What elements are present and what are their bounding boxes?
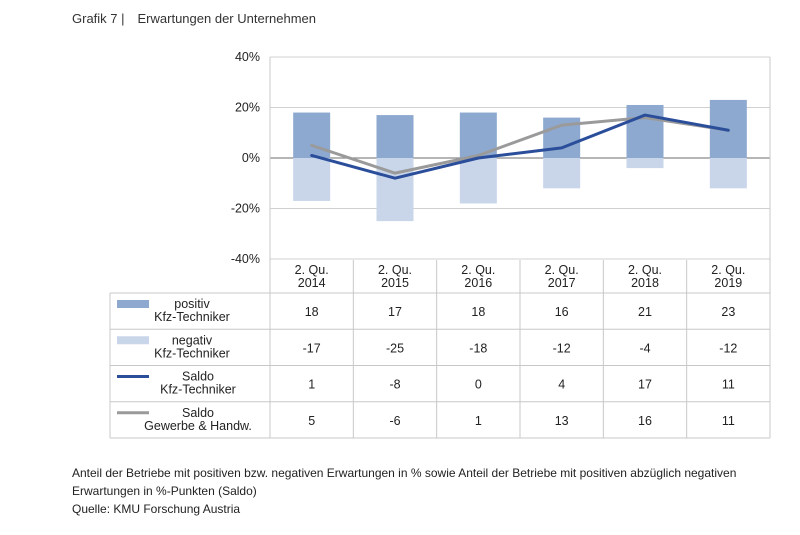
table-cell: -12 [553,341,571,355]
figure-label: Grafik 7 | [72,11,125,26]
table-cell: -8 [389,378,400,392]
caption-source: Quelle: KMU Forschung Austria [72,502,241,516]
y-tick-label: 40% [235,50,260,64]
data-table: 2. Qu. 2014 2. Qu. 2015 2. Qu. 2016 2. Qu. 2017… [109,260,770,439]
legend-label: Saldo Kfz-Techniker [160,370,236,397]
chart-lines [310,113,730,180]
chart-bars [293,99,747,222]
bar-positive [376,115,414,158]
legend-key [117,300,149,308]
table-cell: 1 [475,414,482,428]
x-tick-label: 2. Qu. 2018 [628,263,662,290]
legend-label: positiv Kfz-Techniker [154,297,230,324]
table-cell: 16 [638,414,652,428]
table-cell: 13 [555,414,569,428]
table-cell: -18 [469,341,487,355]
bar-negative [543,158,581,189]
line-saldo-gewerbe-handw- [310,116,730,175]
bar-positive [626,104,664,158]
table-cell: 21 [638,305,652,319]
bar-negative [293,158,331,201]
table-cell: -4 [639,341,650,355]
table-cell: 16 [555,305,569,319]
bar-negative [709,158,747,189]
bar-negative [459,158,497,204]
table-cell: 11 [722,414,735,428]
y-axis: 40% 20% 0% -20% -40% [231,50,260,266]
table-cell: 1 [308,378,315,392]
x-tick-label: 2. Qu. 2019 [711,263,745,290]
chart-caption: Anteil der Betriebe mit positiven bzw. n… [72,464,772,518]
table-cell: 18 [471,305,485,319]
y-tick-label: 20% [235,101,260,115]
legend-label: negativ Kfz-Techniker [154,333,230,360]
legend-label: Saldo Gewerbe & Handw. [144,406,252,433]
table-cell: 11 [722,378,735,392]
table-cell: 23 [721,305,735,319]
y-tick-label: -20% [231,202,260,216]
table-cell: -6 [389,414,400,428]
x-tick-label: 2. Qu. 2015 [378,263,412,290]
chart-heading: Grafik 7 | Erwartungen der Unternehmen [72,11,316,26]
y-tick-label: 0% [242,151,260,165]
table-cell: 5 [308,414,315,428]
table-cell: 0 [475,378,482,392]
table-cell: 17 [638,378,652,392]
line-saldo-kfz-techniker [310,113,730,180]
caption-text: Anteil der Betriebe mit positiven bzw. n… [72,466,737,498]
chart-title: Erwartungen der Unternehmen [137,11,317,26]
bar-negative [626,158,664,169]
table-cell: -17 [303,341,321,355]
legend-key [117,336,149,345]
x-tick-label: 2. Qu. 2014 [295,263,329,290]
table-cell: -25 [386,341,404,355]
x-tick-label: 2. Qu. 2017 [545,263,579,290]
table-cell: 18 [305,305,319,319]
table-cell: -12 [719,341,737,355]
table-cell: 4 [558,378,565,392]
y-tick-label: -40% [231,252,260,266]
x-tick-label: 2. Qu. 2016 [461,263,495,290]
table-cell: 17 [388,305,402,319]
